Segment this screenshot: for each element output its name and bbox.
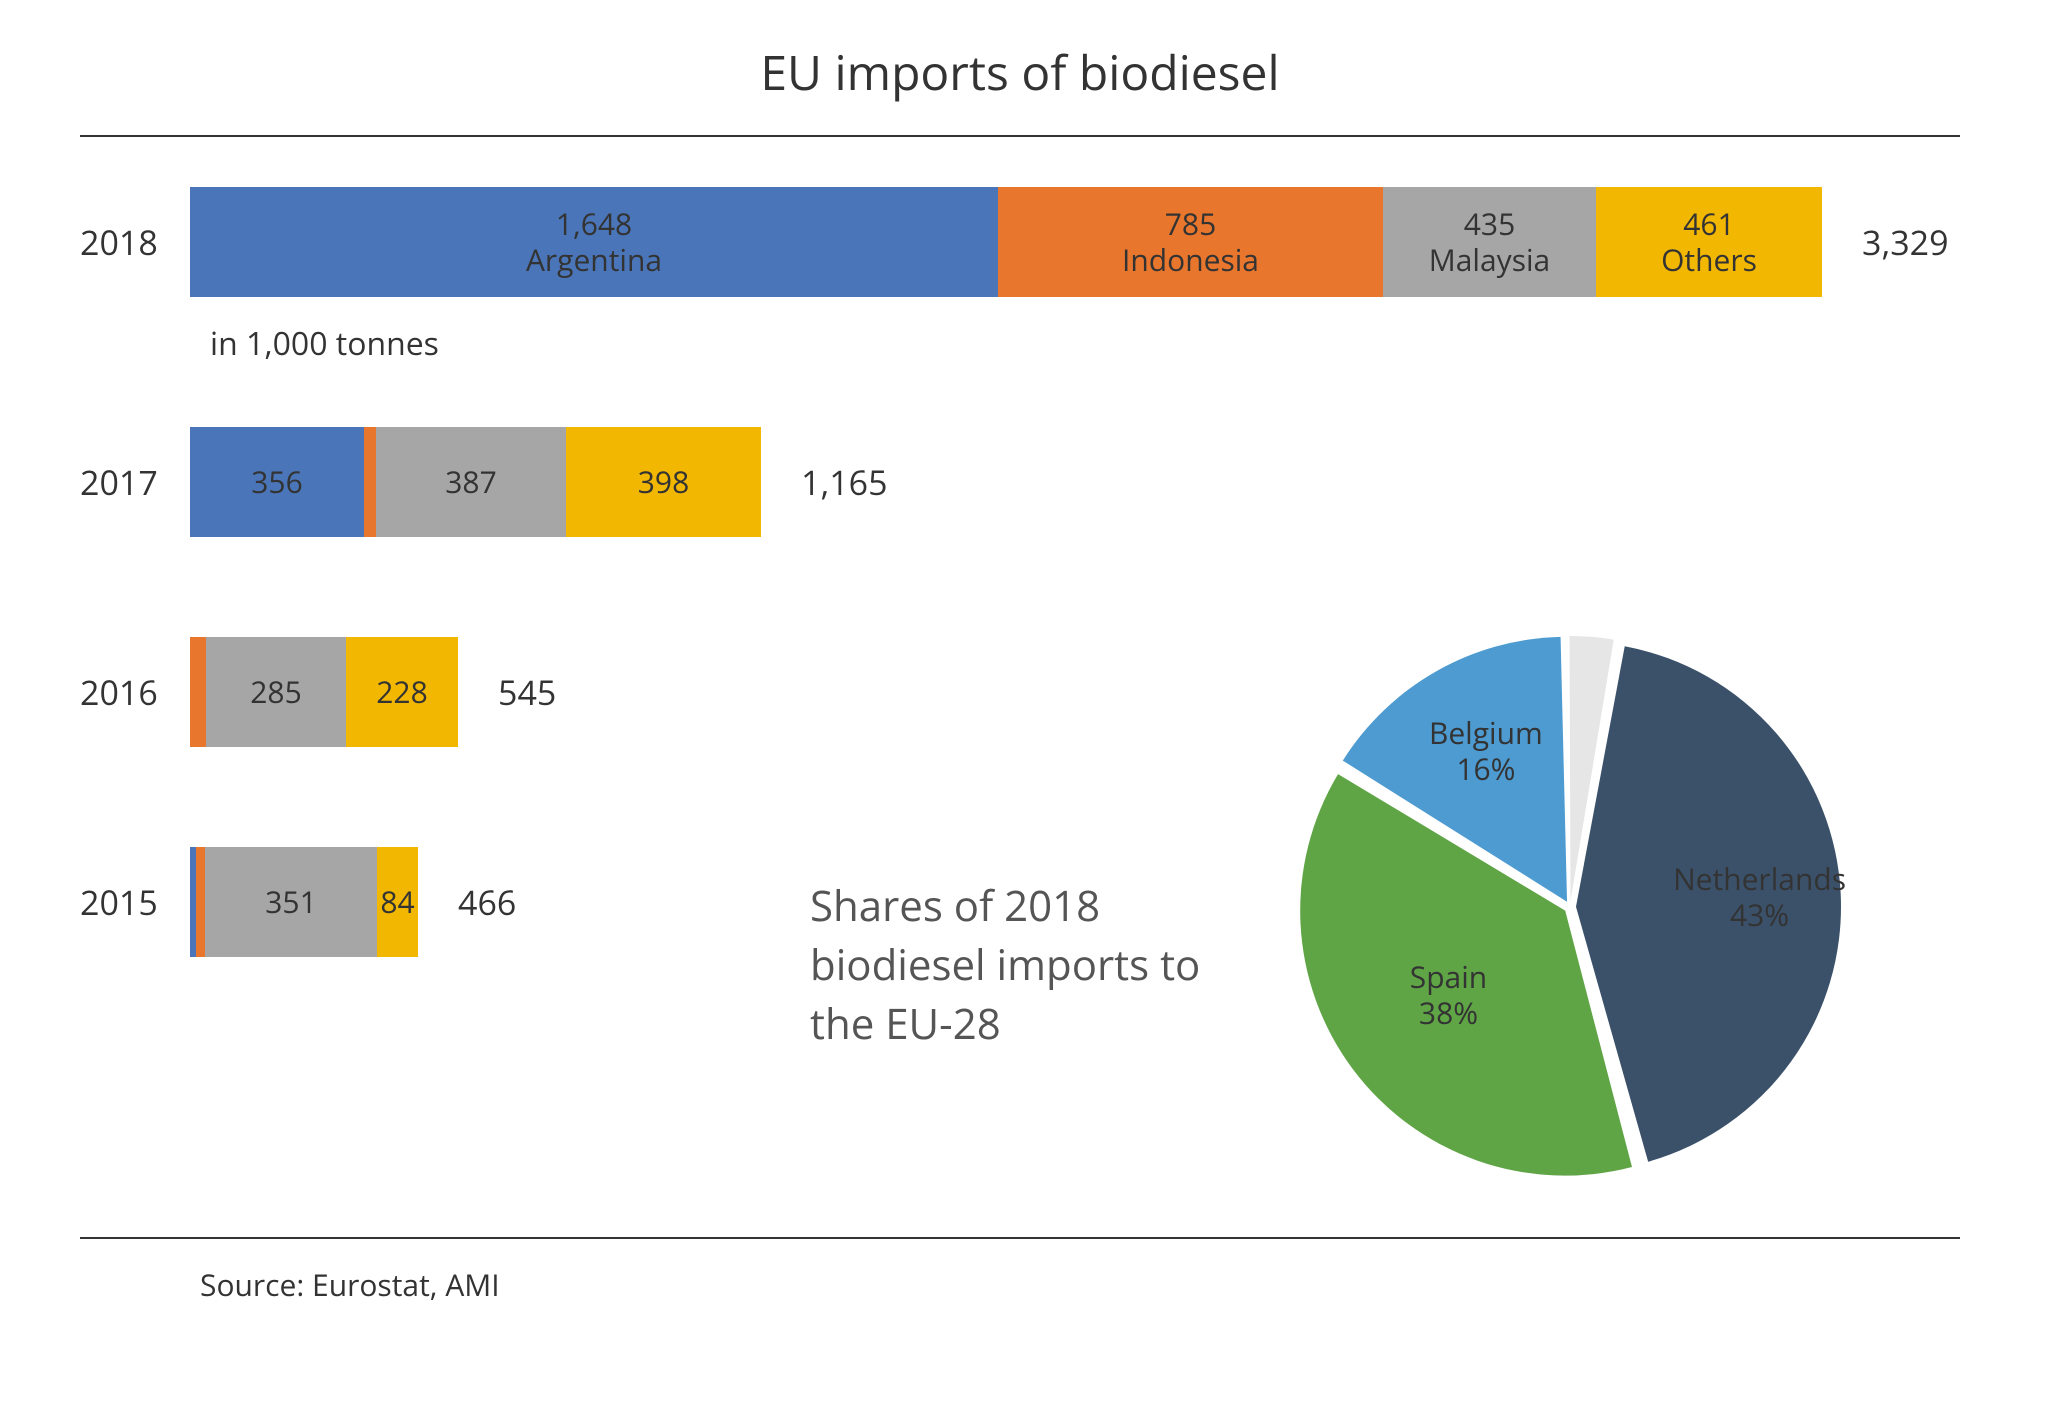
- year-label: 2016: [80, 669, 190, 715]
- bar-row: 20181,648Argentina785Indonesia435Malaysi…: [80, 187, 1960, 297]
- segment-value: 84: [380, 884, 414, 920]
- segment-value: 398: [638, 464, 689, 500]
- pie-label-percent: 38%: [1419, 992, 1478, 1033]
- year-label: 2015: [80, 879, 190, 925]
- bar-segment-indonesia: 785Indonesia: [998, 187, 1383, 297]
- segment-value: 387: [445, 464, 496, 500]
- bar-total: 545: [498, 669, 556, 715]
- segment-value: 228: [376, 674, 427, 710]
- bar: 356 387 398: [190, 427, 761, 537]
- pie-label-name: Belgium: [1429, 712, 1543, 753]
- bar: 1,648Argentina785Indonesia435Malaysia461…: [190, 187, 1822, 297]
- segment-value: 435: [1464, 206, 1515, 242]
- bar-total: 466: [458, 879, 516, 925]
- bar-segment-argentina: 356: [190, 427, 364, 537]
- segment-value: 285: [250, 674, 301, 710]
- bar: 351 84: [190, 847, 418, 957]
- pie-label-percent: 3%: [1575, 607, 1617, 614]
- bar: 285 228: [190, 637, 458, 747]
- pie-slice-netherlands: [1576, 646, 1841, 1161]
- bar-segment-malaysia: 351: [205, 847, 377, 957]
- pie-label-percent: 43%: [1730, 894, 1789, 935]
- pie-label-name: Netherlands: [1673, 858, 1846, 899]
- segment-country: Malaysia: [1429, 242, 1550, 278]
- pie-label-name: Spain: [1410, 956, 1487, 997]
- bar-row: 2017 356 387 398 1,165: [80, 427, 1960, 537]
- units-label: in 1,000 tonnes: [210, 322, 439, 365]
- bar-segment-others: 84: [377, 847, 418, 957]
- source-label: Source: Eurostat, AMI: [80, 1239, 1960, 1305]
- segment-country: Indonesia: [1122, 242, 1259, 278]
- bar-segment-indonesia: [190, 637, 206, 747]
- pie-chart: Netherlands43%Spain38%Belgium16%others3%: [1270, 607, 1890, 1212]
- segment-value: 356: [251, 464, 302, 500]
- pie-title: Shares of 2018 biodiesel imports to the …: [810, 877, 1250, 1053]
- segment-value: 785: [1165, 206, 1216, 242]
- bar-total: 1,165: [801, 459, 888, 505]
- bar-segment-malaysia: 285: [206, 637, 346, 747]
- bar-total: 3,329: [1862, 219, 1949, 265]
- bar-segment-argentina: 1,648Argentina: [190, 187, 998, 297]
- pie-label-percent: 16%: [1456, 748, 1515, 789]
- bar-segment-indonesia: [196, 847, 205, 957]
- bar-segment-others: 398: [566, 427, 761, 537]
- bar-segment-others: 461Others: [1596, 187, 1822, 297]
- chart-title: EU imports of biodiesel: [80, 40, 1960, 105]
- segment-value: 1,648: [556, 206, 632, 242]
- bar-segment-indonesia: [364, 427, 376, 537]
- segment-value: 461: [1683, 206, 1734, 242]
- year-label: 2017: [80, 459, 190, 505]
- segment-country: Others: [1661, 242, 1757, 278]
- bar-segment-malaysia: 435Malaysia: [1383, 187, 1596, 297]
- segment-value: 351: [265, 884, 316, 920]
- bar-segment-malaysia: 387: [376, 427, 566, 537]
- bar-segment-others: 228: [346, 637, 458, 747]
- segment-country: Argentina: [526, 242, 662, 278]
- year-label: 2018: [80, 219, 190, 265]
- chart-area: in 1,000 tonnes 20181,648Argentina785Ind…: [80, 137, 1960, 1237]
